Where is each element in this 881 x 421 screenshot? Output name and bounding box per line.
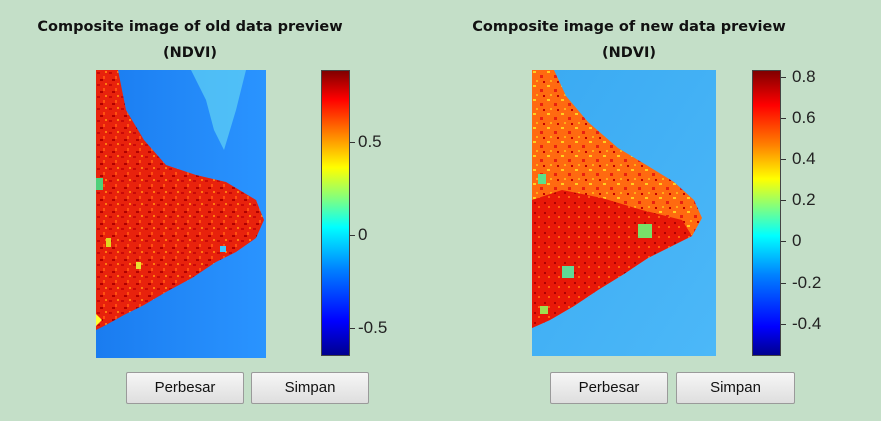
- new-ndvi-image: [532, 70, 716, 356]
- new-colorbar-tick: 0.2: [792, 190, 816, 209]
- new-colorbar-tick: -0.2: [792, 273, 822, 292]
- old-ndvi-image: [96, 70, 266, 358]
- old-preview-title: Composite image of old data preview: [37, 19, 343, 35]
- enlarge-new-button[interactable]: Perbesar: [550, 372, 668, 404]
- old-colorbar: [321, 70, 350, 356]
- new-data-panel: Composite image of new data preview (NDV…: [440, 0, 880, 421]
- old-colorbar-tick: -0.5: [358, 318, 388, 337]
- new-colorbar: [752, 70, 781, 356]
- old-preview-subtitle: (NDVI): [162, 45, 218, 61]
- new-preview-title: Composite image of new data preview: [472, 19, 786, 35]
- new-colorbar-tick: 0.4: [792, 149, 816, 168]
- new-preview-subtitle: (NDVI): [601, 45, 657, 61]
- save-new-button[interactable]: Simpan: [676, 372, 795, 404]
- old-colorbar-tick: 0: [358, 225, 368, 244]
- new-colorbar-tick: -0.4: [792, 314, 822, 333]
- old-data-panel: Composite image of old data preview (NDV…: [0, 0, 440, 421]
- enlarge-old-button[interactable]: Perbesar: [126, 372, 244, 404]
- old-colorbar-tick: 0.5: [358, 132, 382, 151]
- new-colorbar-tick: 0.6: [792, 108, 816, 127]
- new-colorbar-tick: 0.8: [792, 67, 816, 86]
- new-colorbar-tick: 0: [792, 231, 802, 250]
- save-old-button[interactable]: Simpan: [251, 372, 369, 404]
